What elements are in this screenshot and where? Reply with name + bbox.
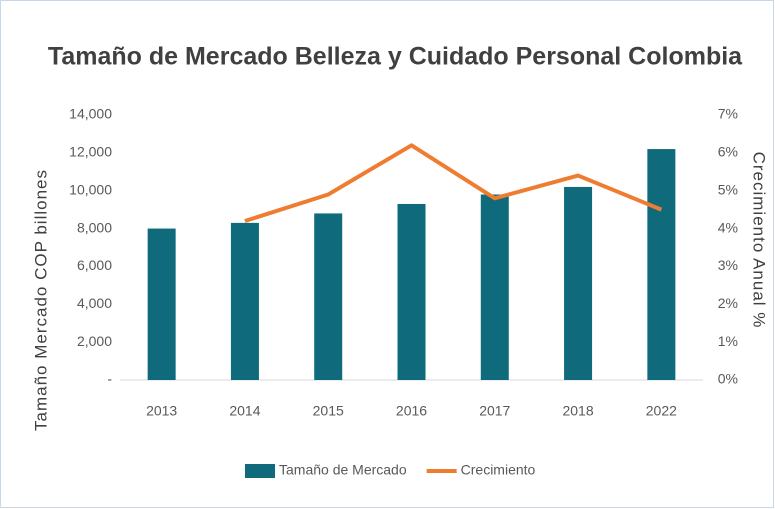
chart-title: Tamaño de Mercado Belleza y Cuidado Pers… xyxy=(48,43,743,71)
y2-tick-label: 3% xyxy=(718,257,738,273)
x-tick-label: 2015 xyxy=(313,403,344,419)
x-tick-label: 2016 xyxy=(396,403,427,419)
x-tick-label: 2013 xyxy=(146,403,177,419)
y-tick-label: 8,000 xyxy=(77,219,112,235)
bar xyxy=(397,203,426,380)
bar xyxy=(480,194,509,380)
x-tick-label: 2018 xyxy=(562,403,593,419)
legend-swatch xyxy=(245,464,275,478)
bar xyxy=(147,228,176,380)
y-tick-label: 10,000 xyxy=(69,181,112,197)
y2-tick-label: 5% xyxy=(718,181,738,197)
bar xyxy=(314,213,343,380)
x-tick-label: 2014 xyxy=(229,403,260,419)
y-tick-label: 12,000 xyxy=(69,144,112,160)
y-tick-label: - xyxy=(107,371,112,387)
line xyxy=(244,143,663,223)
bar xyxy=(230,222,259,380)
legend-label: Tamaño de Mercado xyxy=(279,462,407,478)
y-tick-label: 4,000 xyxy=(77,295,112,311)
legend-label: Crecimiento xyxy=(461,462,536,478)
y2-tick-label: 1% xyxy=(718,333,738,349)
y-tick-label: 2,000 xyxy=(77,333,112,349)
y2-axis-label: Crecimiento Anual % xyxy=(750,152,769,329)
y2-tick-label: 0% xyxy=(718,371,738,387)
y2-tick-label: 4% xyxy=(718,219,738,235)
y-tick-label: 6,000 xyxy=(77,257,112,273)
y2-tick-label: 2% xyxy=(718,295,738,311)
y2-tick-label: 7% xyxy=(718,106,738,122)
y2-tick-label: 6% xyxy=(718,144,738,160)
bar xyxy=(647,149,676,380)
x-tick-label: 2017 xyxy=(479,403,510,419)
y-axis-label: Tamaño Mercado COP billones xyxy=(31,169,50,431)
y-tick-label: 14,000 xyxy=(69,106,112,122)
bar xyxy=(564,186,593,380)
x-tick-label: 2022 xyxy=(646,403,677,419)
